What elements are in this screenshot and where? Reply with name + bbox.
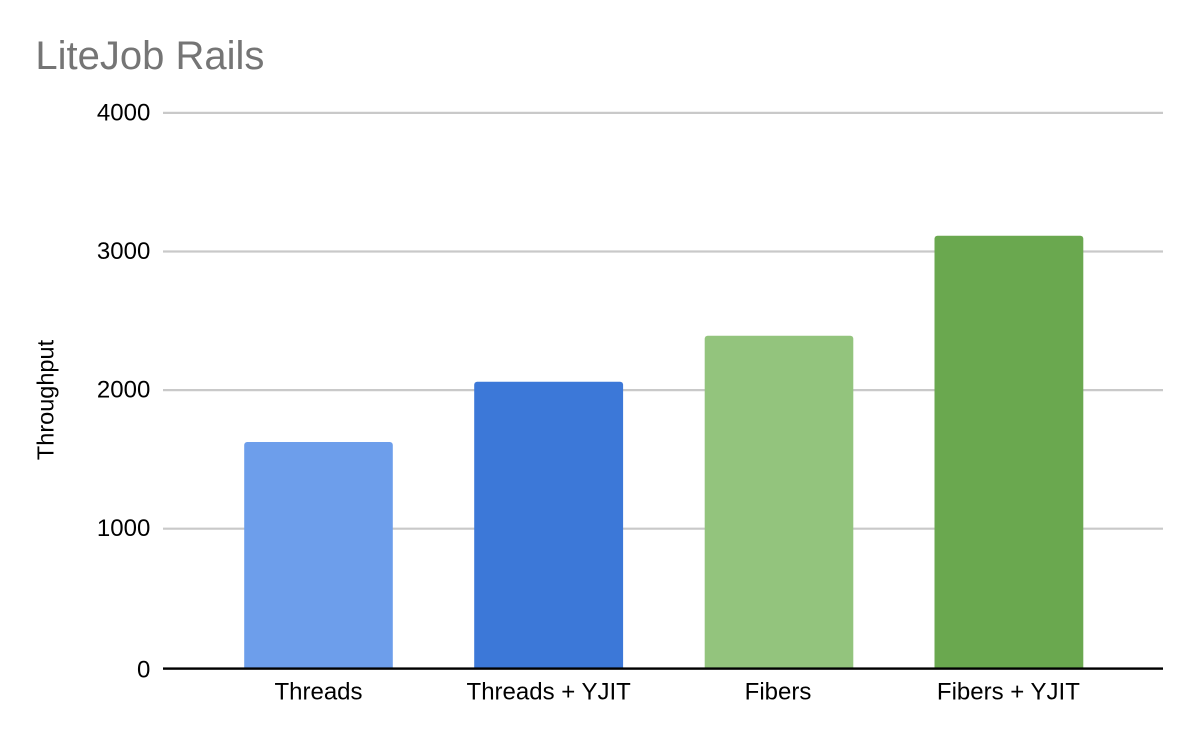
svg-text:2000: 2000: [97, 377, 150, 404]
svg-text:LiteJob Rails: LiteJob Rails: [35, 34, 264, 78]
svg-text:Throughput: Throughput: [32, 339, 58, 460]
svg-text:Threads + YJIT: Threads + YJIT: [467, 679, 632, 706]
svg-text:3000: 3000: [97, 238, 150, 265]
svg-text:Fibers + YJIT: Fibers + YJIT: [937, 679, 1080, 706]
svg-text:1000: 1000: [97, 515, 150, 542]
svg-text:Fibers: Fibers: [745, 679, 812, 706]
svg-text:Threads: Threads: [274, 679, 362, 706]
svg-text:0: 0: [137, 657, 150, 684]
svg-text:4000: 4000: [97, 99, 150, 126]
